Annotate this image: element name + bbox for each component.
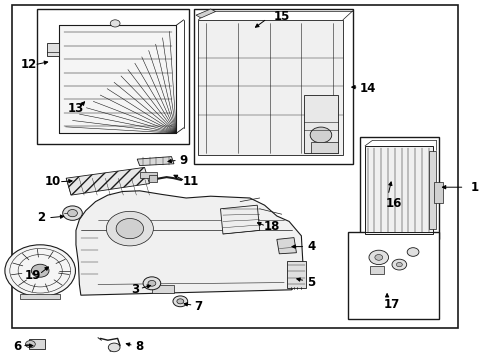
Circle shape — [110, 20, 120, 27]
Text: 8: 8 — [136, 340, 144, 353]
Text: 12: 12 — [20, 58, 37, 71]
Circle shape — [392, 259, 407, 270]
Bar — [370, 266, 384, 274]
Text: 11: 11 — [183, 175, 199, 188]
Circle shape — [143, 277, 161, 290]
Text: 14: 14 — [360, 82, 376, 95]
Circle shape — [106, 211, 153, 246]
Bar — [360, 137, 439, 239]
Circle shape — [5, 245, 75, 297]
Text: 1: 1 — [470, 181, 479, 194]
Polygon shape — [76, 191, 304, 295]
Circle shape — [369, 250, 389, 265]
Circle shape — [68, 210, 77, 217]
Text: 19: 19 — [25, 269, 42, 282]
Bar — [434, 182, 443, 203]
Circle shape — [407, 248, 419, 256]
Bar — [304, 95, 338, 153]
Circle shape — [25, 341, 35, 348]
Circle shape — [375, 255, 383, 260]
Polygon shape — [277, 238, 296, 254]
Circle shape — [177, 299, 184, 304]
Bar — [37, 9, 189, 144]
Bar — [20, 294, 60, 299]
Polygon shape — [66, 167, 149, 195]
Circle shape — [310, 127, 332, 143]
Polygon shape — [220, 205, 260, 234]
Bar — [140, 172, 157, 178]
Text: 5: 5 — [307, 276, 315, 289]
Circle shape — [396, 262, 402, 267]
Text: 10: 10 — [45, 175, 61, 188]
Bar — [29, 339, 45, 349]
Bar — [365, 146, 433, 234]
Bar — [149, 175, 157, 182]
Text: 9: 9 — [180, 154, 188, 167]
Circle shape — [31, 264, 49, 277]
Bar — [287, 261, 306, 288]
Text: 16: 16 — [385, 197, 402, 210]
Text: 15: 15 — [273, 10, 290, 23]
Bar — [198, 20, 343, 155]
Bar — [47, 43, 59, 56]
Text: 18: 18 — [264, 220, 280, 233]
Text: 4: 4 — [307, 240, 315, 253]
Bar — [311, 142, 338, 153]
Circle shape — [173, 296, 188, 307]
Text: 2: 2 — [38, 211, 46, 224]
Bar — [429, 151, 436, 229]
Circle shape — [63, 206, 82, 220]
Bar — [12, 5, 458, 328]
Bar — [194, 9, 353, 164]
Bar — [152, 285, 174, 293]
Circle shape — [116, 219, 144, 239]
Circle shape — [148, 280, 156, 286]
Bar — [348, 232, 439, 319]
Text: 3: 3 — [131, 283, 139, 296]
Text: 17: 17 — [384, 298, 400, 311]
Text: 6: 6 — [13, 340, 21, 353]
Text: 13: 13 — [68, 102, 84, 114]
Polygon shape — [59, 25, 176, 133]
Polygon shape — [137, 157, 174, 166]
Circle shape — [108, 343, 120, 352]
Text: 7: 7 — [195, 300, 202, 313]
Polygon shape — [196, 9, 216, 18]
